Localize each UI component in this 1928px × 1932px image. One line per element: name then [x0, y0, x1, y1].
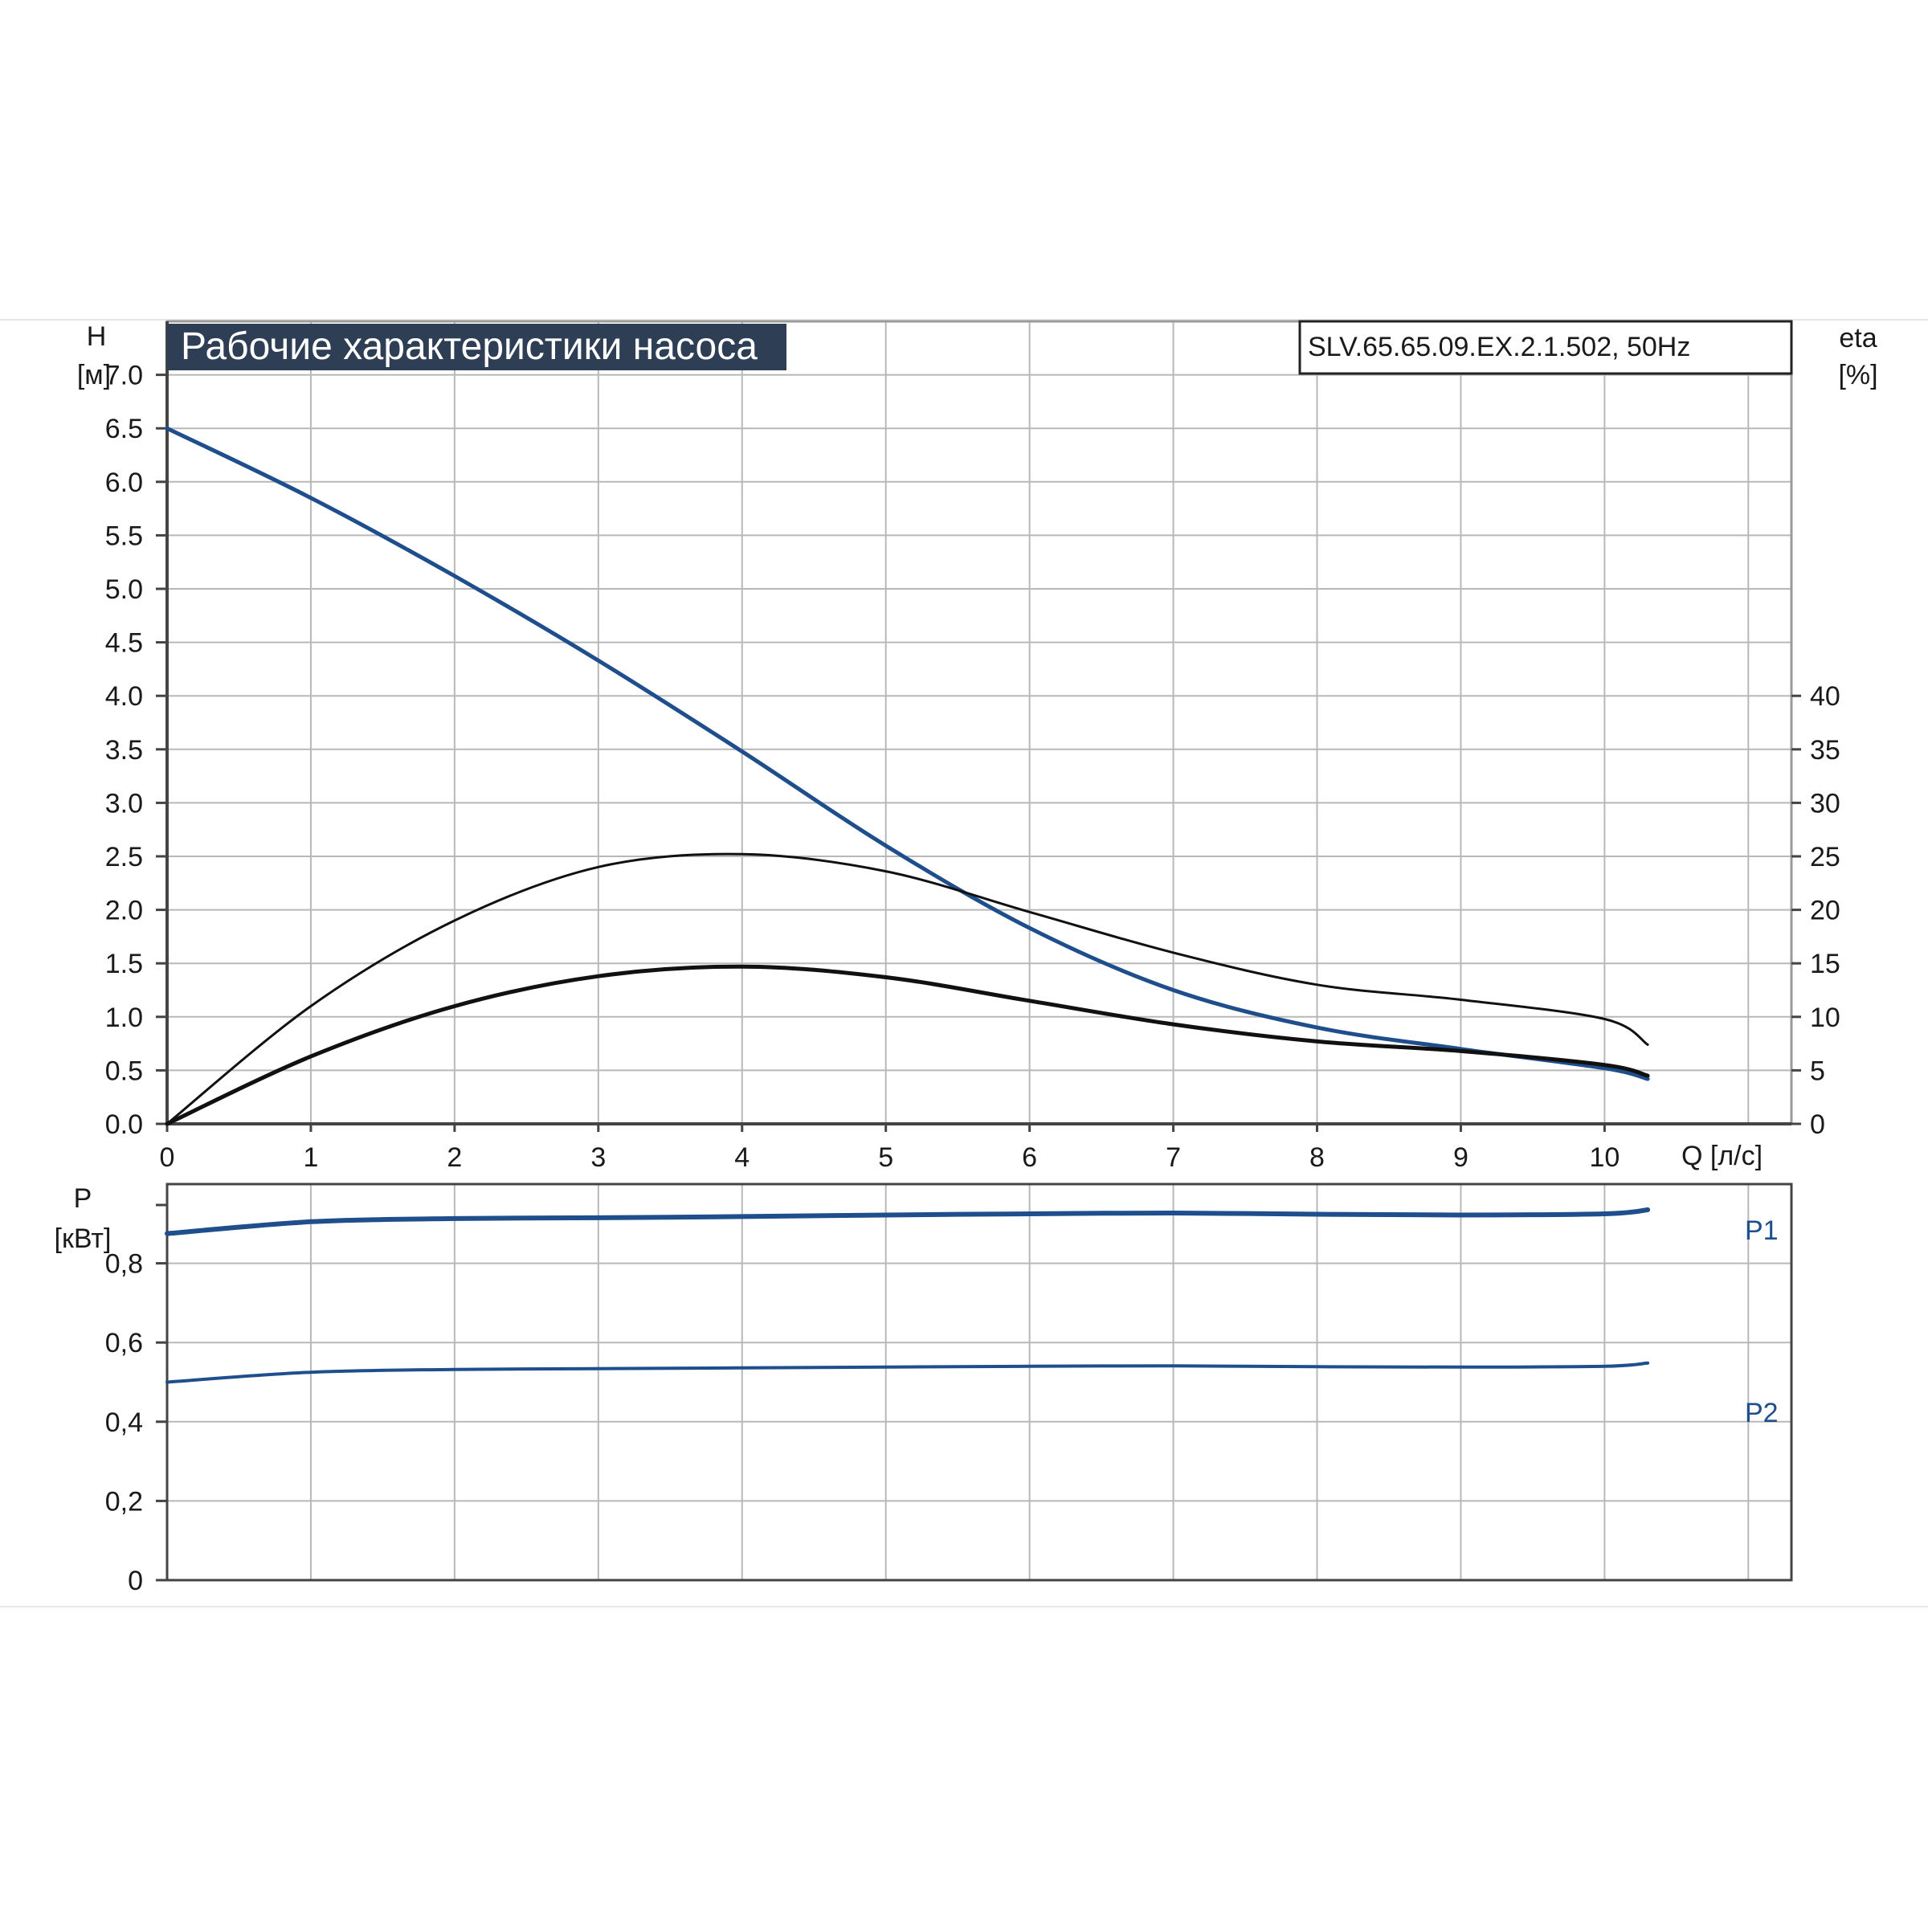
- efficiency-y-tick-label: 25: [1810, 842, 1840, 872]
- power-y-tick-label: 0: [128, 1566, 143, 1596]
- x-tick-label: 4: [734, 1142, 750, 1173]
- model-label: SLV.65.65.09.EX.2.1.502, 50Hz: [1308, 332, 1690, 362]
- x-tick-label: 9: [1453, 1142, 1468, 1173]
- efficiency-y-tick-label: 35: [1810, 735, 1840, 766]
- head-chart-frame: [165, 320, 1793, 1125]
- p2-power-line: [165, 1361, 1650, 1384]
- head-axis-unit: [м]: [77, 360, 111, 390]
- power-chart-tick-labels: 0 0,2 0,4 0,6 0,8: [105, 1203, 167, 1596]
- title-banner: [167, 324, 786, 370]
- head-y-tick-label: 1.5: [105, 949, 143, 979]
- x-tick-label: 8: [1309, 1142, 1325, 1173]
- efficiency-y-tick-label: 5: [1810, 1056, 1825, 1086]
- power-axis-title: P: [74, 1183, 92, 1214]
- x-tick-label: 3: [590, 1142, 606, 1173]
- efficiency-y-tick-label: 40: [1810, 681, 1840, 712]
- x-tick-label: 1: [303, 1142, 318, 1173]
- efficiency-axis-title: eta: [1839, 323, 1877, 353]
- head-y-tick-label: 0.5: [105, 1056, 143, 1086]
- efficiency-y-tick-label: 15: [1810, 949, 1840, 979]
- efficiency-y-tick-label: 0: [1810, 1109, 1825, 1140]
- x-tick-label: 7: [1166, 1142, 1181, 1173]
- power-y-tick-label: 0,8: [105, 1249, 143, 1280]
- efficiency-y-tick-label: 10: [1810, 1003, 1840, 1033]
- head-y-tick-label: 5.0: [105, 574, 143, 605]
- p1-power-line: [165, 1207, 1651, 1236]
- efficiency-axis-unit: [%]: [1838, 360, 1877, 390]
- efficiency-y-tick-label: 30: [1810, 788, 1840, 819]
- model-box: [1298, 320, 1793, 375]
- efficiency-curve-line: [165, 852, 1649, 1125]
- head-y-tick-label: 1.0: [105, 1003, 143, 1033]
- flow-axis-title: Q [л/с]: [1681, 1141, 1763, 1171]
- head-y-tick-label: 6.0: [105, 468, 143, 498]
- head-y-tick-label: 7.0: [105, 361, 143, 391]
- x-tick-label: 5: [878, 1142, 893, 1173]
- power-chart-grid: [167, 1184, 1791, 1580]
- x-tick-label: 2: [447, 1142, 462, 1173]
- head-y-tick-label: 5.5: [105, 521, 143, 551]
- head-y-tick-label: 6.5: [105, 414, 143, 444]
- series-label-p2: P2: [1745, 1398, 1779, 1428]
- x-tick-label: 0: [160, 1142, 175, 1173]
- power-y-tick-label: 0,4: [105, 1407, 143, 1438]
- head-y-tick-label: 2.5: [105, 842, 143, 872]
- power-chart-frame: [165, 1182, 1793, 1582]
- head-y-tick-label: 4.5: [105, 628, 143, 659]
- x-tick-label: 10: [1589, 1142, 1620, 1173]
- head-axis-title: H: [87, 321, 107, 352]
- power-axis-unit: [кВт]: [55, 1223, 112, 1254]
- head-y-tick-label: 4.0: [105, 681, 143, 712]
- lower-curve-line: [165, 964, 1650, 1126]
- efficiency-y-tick-label: 20: [1810, 896, 1840, 926]
- head-curve-line: [165, 426, 1650, 1081]
- head-y-tick-label: 3.5: [105, 735, 143, 766]
- x-tick-label: 6: [1022, 1142, 1037, 1173]
- head-y-tick-label: 3.0: [105, 788, 143, 819]
- power-y-tick-label: 0,6: [105, 1328, 143, 1358]
- head-chart-grid: [167, 321, 1791, 1124]
- head-y-tick-label: 2.0: [105, 896, 143, 926]
- head-chart-series: [165, 426, 1650, 1126]
- chart-title: Рабочие характеристики насоса: [181, 325, 758, 368]
- power-y-tick-label: 0,2: [105, 1486, 143, 1517]
- head-chart-tick-labels: 0 1 2 3 4 5 6 7 8 9 10 0.0 0.5 1.0 1.5 2.0 2.5 3.0 3.5 4.0 4…: [105, 361, 1840, 1173]
- series-label-p1: P1: [1745, 1215, 1779, 1246]
- head-y-tick-label: 0.0: [105, 1109, 143, 1140]
- power-chart-series: [165, 1207, 1651, 1384]
